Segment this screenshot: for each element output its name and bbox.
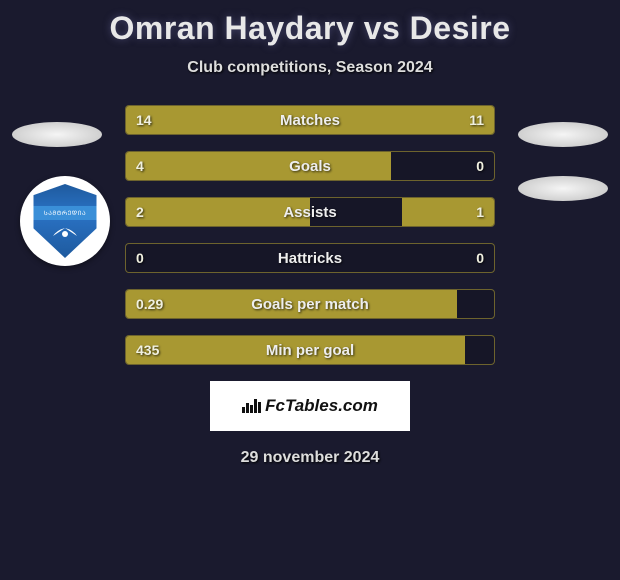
stat-row: 0.29Goals per match [125, 289, 495, 319]
stat-row: 435Min per goal [125, 335, 495, 365]
stat-label: Goals [126, 152, 494, 180]
stat-label: Hattricks [126, 244, 494, 272]
bars-icon [242, 399, 261, 413]
crest-shield-icon: ᲡᲐᲛᲢᲠᲔᲓᲘᲐ [30, 184, 100, 258]
player-badge-left [12, 122, 102, 147]
stat-row: 00Hattricks [125, 243, 495, 273]
stat-row: 21Assists [125, 197, 495, 227]
crest-wings-icon [45, 224, 85, 240]
page-title: Omran Haydary vs Desire [0, 10, 620, 47]
stat-row: 40Goals [125, 151, 495, 181]
branding-label: FcTables.com [265, 396, 378, 416]
crest-text: ᲡᲐᲛᲢᲠᲔᲓᲘᲐ [30, 206, 100, 220]
player-badge-right-1 [518, 122, 608, 147]
stats-bars: 1411Matches 40Goals 21Assists 00Hattricks 0.… [125, 105, 495, 365]
stat-label: Matches [126, 106, 494, 134]
stat-label: Assists [126, 198, 494, 226]
stat-row: 1411Matches [125, 105, 495, 135]
date-label: 29 november 2024 [0, 449, 620, 467]
subtitle: Club competitions, Season 2024 [0, 59, 620, 77]
stat-label: Min per goal [126, 336, 494, 364]
stat-label: Goals per match [126, 290, 494, 318]
player-badge-right-2 [518, 176, 608, 201]
branding-box[interactable]: FcTables.com [210, 381, 410, 431]
club-crest-left: ᲡᲐᲛᲢᲠᲔᲓᲘᲐ [20, 176, 110, 266]
